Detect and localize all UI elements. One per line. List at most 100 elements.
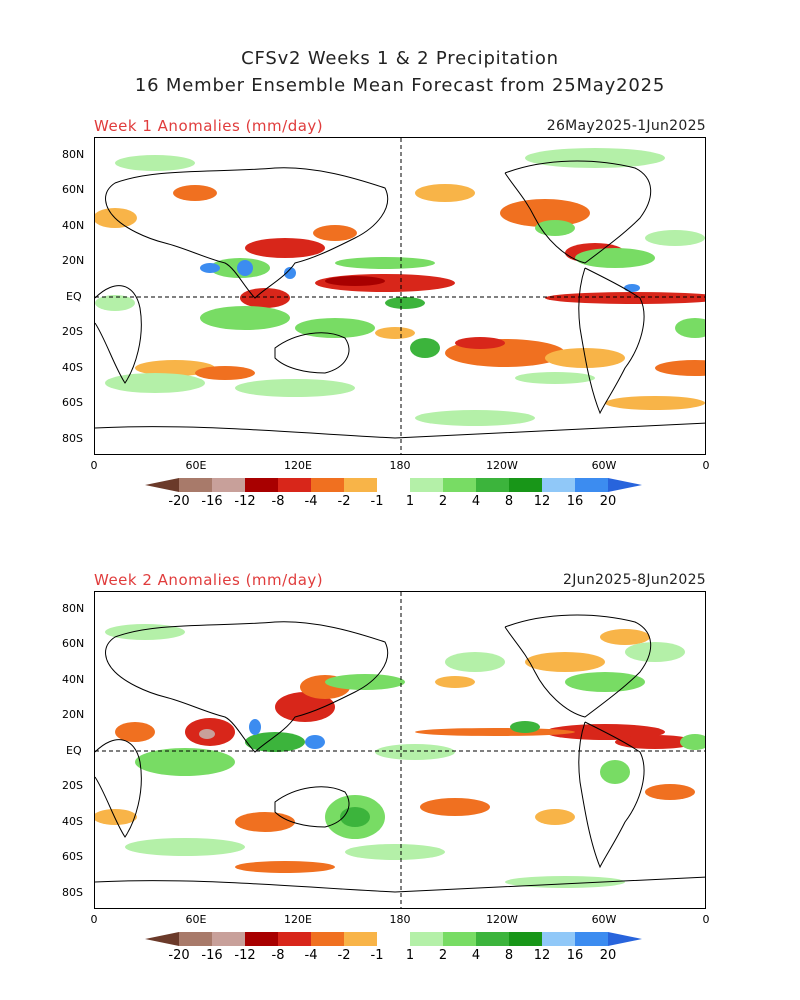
week2-colorbar-swatches: [145, 932, 642, 946]
week2-lon-120w: 120W: [486, 913, 518, 926]
colorbar-label: -1: [370, 948, 384, 963]
week2-lat-20s: 20S: [62, 779, 83, 792]
colorbar-arrow-low: [145, 478, 179, 492]
colorbar-swatch: [410, 478, 443, 492]
week1-lat-60n: 60N: [62, 183, 85, 196]
week2-lat-40n: 40N: [62, 673, 85, 686]
colorbar-swatch: [344, 478, 377, 492]
week2-lon-0-end: 0: [702, 913, 710, 926]
week2-lat-60n: 60N: [62, 637, 85, 650]
week2-colorbar: [145, 929, 660, 953]
colorbar-label: 20: [599, 948, 617, 963]
colorbar-arrow-low: [145, 932, 179, 946]
week1-lon-120e: 120E: [284, 459, 312, 472]
week2-wet-anomalies: [105, 624, 705, 888]
colorbar-label: 8: [504, 494, 514, 509]
colorbar-label: -12: [234, 948, 256, 963]
colorbar-swatch: [509, 932, 542, 946]
colorbar-swatch: [509, 478, 542, 492]
colorbar-arrow-high: [608, 932, 642, 946]
week2-lon-60e: 60E: [185, 913, 207, 926]
week1-lat-40s: 40S: [62, 361, 83, 374]
colorbar-label: -2: [337, 948, 351, 963]
week1-colorbar-labels: -20 -16 -12 -8 -4 -2 -1 1 2 4 8 12 16 20: [0, 494, 800, 512]
colorbar-swatch: [179, 932, 212, 946]
colorbar-label: 1: [405, 494, 415, 509]
colorbar-swatch: [179, 478, 212, 492]
week1-lat-80n: 80N: [62, 148, 85, 161]
colorbar-label: -8: [271, 494, 285, 509]
week1-wet-anomalies: [95, 148, 705, 426]
colorbar-label: 16: [566, 494, 584, 509]
week2-lat-80n: 80N: [62, 602, 85, 615]
colorbar-swatch: [245, 932, 278, 946]
week2-lon-180: 180: [389, 913, 411, 926]
week1-lat-40n: 40N: [62, 219, 85, 232]
week1-lon-180: 180: [389, 459, 411, 472]
colorbar-label: 20: [599, 494, 617, 509]
colorbar-label: 4: [471, 948, 481, 963]
colorbar-swatch: [311, 478, 344, 492]
colorbar-swatch: [344, 932, 377, 946]
colorbar-label: 12: [533, 494, 551, 509]
colorbar-label: -16: [201, 948, 223, 963]
week2-lon-120e: 120E: [284, 913, 312, 926]
colorbar-label: -12: [234, 494, 256, 509]
week2-lat-eq: EQ: [66, 744, 82, 757]
colorbar-swatch: [575, 478, 608, 492]
colorbar-label: 2: [438, 494, 448, 509]
colorbar-label: 1: [405, 948, 415, 963]
week1-lat-20n: 20N: [62, 254, 85, 267]
week1-lat-80s: 80S: [62, 432, 83, 445]
week1-lon-0-end: 0: [702, 459, 710, 472]
colorbar-swatch: [443, 478, 476, 492]
colorbar-label: 12: [533, 948, 551, 963]
colorbar-label: -2: [337, 494, 351, 509]
chart-title-line1: CFSv2 Weeks 1 & 2 Precipitation: [241, 48, 559, 69]
colorbar-swatch: [278, 932, 311, 946]
colorbar-label: -20: [168, 494, 190, 509]
colorbar-label: -1: [370, 494, 384, 509]
week2-dates: 2Jun2025-8Jun2025: [563, 572, 706, 588]
week1-lon-0: 0: [90, 459, 98, 472]
week2-lat-40s: 40S: [62, 815, 83, 828]
week1-lat-60s: 60S: [62, 396, 83, 409]
week1-lon-120w: 120W: [486, 459, 518, 472]
colorbar-label: -4: [304, 948, 318, 963]
week1-lon-60w: 60W: [591, 459, 617, 472]
colorbar-swatch: [311, 932, 344, 946]
colorbar-label: 16: [566, 948, 584, 963]
chart-title-line2: 16 Member Ensemble Mean Forecast from 25…: [134, 75, 666, 96]
colorbar-label: -4: [304, 494, 318, 509]
colorbar-swatch: [377, 478, 410, 492]
colorbar-swatch: [542, 932, 575, 946]
colorbar-label: -16: [201, 494, 223, 509]
week2-lon-0: 0: [90, 913, 98, 926]
colorbar-swatch: [212, 932, 245, 946]
week2-lat-60s: 60S: [62, 850, 83, 863]
colorbar-swatch: [542, 478, 575, 492]
colorbar-label: 4: [471, 494, 481, 509]
colorbar-label: -20: [168, 948, 190, 963]
week1-lon-60e: 60E: [185, 459, 207, 472]
colorbar-arrow-high: [608, 478, 642, 492]
week1-title: Week 1 Anomalies (mm/day): [94, 117, 324, 135]
week2-lat-20n: 20N: [62, 708, 85, 721]
week1-colorbar-swatches: [145, 478, 642, 492]
colorbar-swatch: [443, 932, 476, 946]
colorbar-swatch: [410, 932, 443, 946]
colorbar-label: 8: [504, 948, 514, 963]
week1-coastlines: [95, 160, 705, 439]
colorbar-swatch: [212, 478, 245, 492]
week1-dates: 26May2025-1Jun2025: [546, 118, 706, 134]
week2-title: Week 2 Anomalies (mm/day): [94, 571, 324, 589]
week1-map: [94, 137, 706, 455]
colorbar-swatch: [476, 478, 509, 492]
week2-dry-anomalies: [95, 629, 695, 873]
week2-coastlines: [95, 614, 705, 893]
colorbar-swatch: [575, 932, 608, 946]
week2-colorbar-labels: -20 -16 -12 -8 -4 -2 -1 1 2 4 8 12 16 20: [0, 948, 800, 966]
colorbar-swatch: [245, 478, 278, 492]
week1-lat-eq: EQ: [66, 290, 82, 303]
week1-lat-20s: 20S: [62, 325, 83, 338]
